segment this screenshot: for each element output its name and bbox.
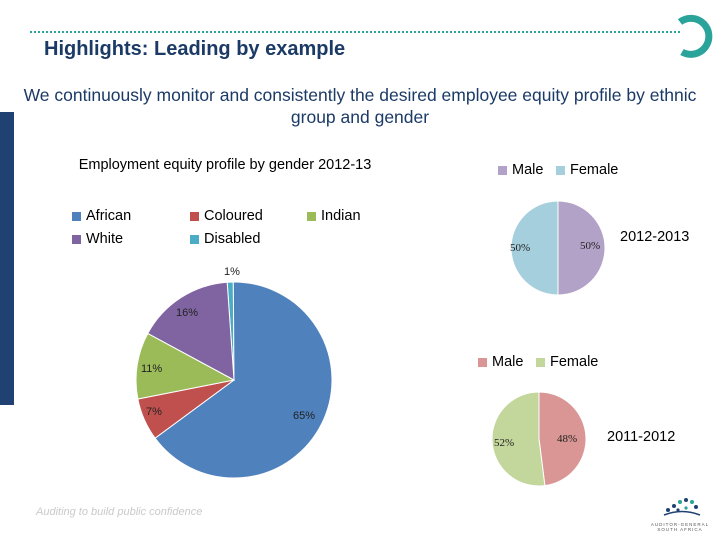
year-label-2011-2012: 2011-2012 bbox=[607, 429, 676, 445]
label-indian: 11% bbox=[141, 363, 163, 375]
page-title: Highlights: Leading by example bbox=[44, 38, 346, 60]
legend-label: Female bbox=[550, 354, 599, 370]
label-white: 16% bbox=[176, 307, 199, 319]
label-male-2011-2012: 48% bbox=[557, 433, 578, 445]
footer-tagline: Auditing to build public confidence bbox=[36, 506, 203, 518]
legend-item-coloured: Coloured bbox=[190, 208, 263, 224]
label-female-2011-2012: 52% bbox=[494, 437, 515, 449]
legend-item-male: Male bbox=[498, 162, 543, 178]
legend-swatch bbox=[556, 165, 565, 175]
header-dotted-rule bbox=[30, 31, 680, 33]
side-accent-bar bbox=[0, 112, 14, 405]
legend-swatch bbox=[190, 234, 199, 244]
legend-item-disabled: Disabled bbox=[190, 231, 260, 247]
legend-label: Male bbox=[492, 354, 524, 370]
legend-label: Indian bbox=[321, 208, 361, 224]
pie-slice-african bbox=[154, 281, 333, 479]
legend-swatch bbox=[72, 234, 81, 244]
pie-slice-female bbox=[491, 391, 546, 487]
pie-slice-female bbox=[510, 200, 559, 296]
legend-label: White bbox=[86, 231, 124, 247]
label-female-2012-2013: 50% bbox=[510, 242, 531, 254]
label-disabled: 1% bbox=[224, 266, 240, 278]
logo-ring-icon bbox=[677, 14, 713, 58]
legend-item-female: Female bbox=[556, 162, 618, 178]
year-label-2012-2013: 2012-2013 bbox=[620, 229, 690, 245]
label-african: 65% bbox=[293, 410, 316, 422]
legend-item-male: Male bbox=[478, 354, 523, 370]
page-subtitle: We continuously monitor and consistently… bbox=[23, 85, 697, 127]
legend-label: Male bbox=[512, 162, 544, 178]
ethnic-chart-title: Employment equity profile by gender 2012… bbox=[78, 157, 372, 173]
legend-swatch bbox=[72, 211, 81, 221]
legend-label: Disabled bbox=[204, 231, 261, 247]
legend-swatch bbox=[478, 357, 487, 367]
legend-item-african: African bbox=[72, 208, 131, 224]
legend-label: Coloured bbox=[204, 208, 263, 224]
pie-slice-indian bbox=[135, 332, 236, 400]
auditor-general-logo-icon bbox=[663, 498, 701, 516]
pie-slice-male bbox=[538, 391, 587, 487]
label-coloured: 7% bbox=[146, 406, 162, 418]
legend-label: African bbox=[86, 208, 132, 224]
legend-swatch bbox=[190, 211, 199, 221]
pie-slice-white bbox=[147, 281, 235, 381]
legend-item-female: Female bbox=[536, 354, 598, 370]
legend-swatch bbox=[307, 211, 316, 221]
legend-swatch bbox=[536, 357, 545, 367]
legend-item-white: White bbox=[72, 231, 123, 247]
logo-caption: AUDITOR-GENERAL SOUTH AFRICA bbox=[650, 522, 710, 532]
label-male-2012-2013: 50% bbox=[580, 240, 601, 252]
legend-swatch bbox=[498, 165, 507, 175]
legend-label: Female bbox=[570, 162, 619, 178]
legend-item-indian: Indian bbox=[307, 208, 361, 224]
pie-slice-male bbox=[557, 200, 606, 296]
